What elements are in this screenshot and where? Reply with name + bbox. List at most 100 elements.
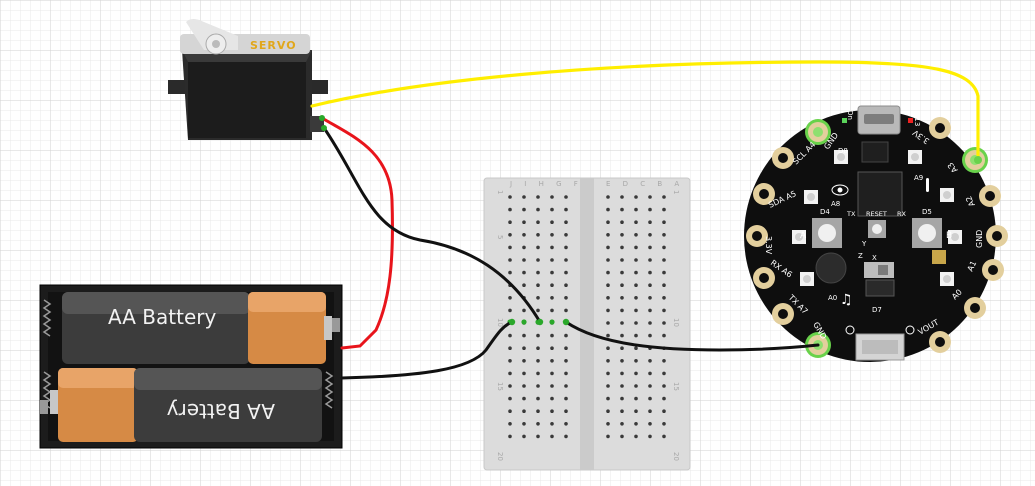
bb-hole-connected xyxy=(549,319,555,325)
row-number-5: 5 xyxy=(496,235,504,239)
bb-hole xyxy=(620,371,624,376)
x-axis-label: X xyxy=(872,254,877,262)
bb-hole xyxy=(606,396,610,401)
breadboard-right-columns: E D C B A xyxy=(606,180,684,188)
bb-hole xyxy=(564,296,568,300)
bb-hole xyxy=(508,371,512,376)
bb-hole xyxy=(620,283,624,288)
bb-hole xyxy=(564,333,568,338)
bb-hole xyxy=(536,233,540,237)
bb-hole xyxy=(662,333,666,338)
bb-hole xyxy=(536,409,540,414)
breadboard-row-numbers: 1 5 10 15 20 1 10 15 20 xyxy=(496,190,680,461)
bb-hole xyxy=(522,434,526,439)
circuit-playground-board[interactable]: GND SCL A4 SDA A5 3.3V RX A6 TX A7 GND V… xyxy=(744,105,1008,362)
bb-hole xyxy=(564,195,568,199)
bb-hole xyxy=(508,220,512,224)
bb-hole xyxy=(634,296,638,300)
power-wire[interactable] xyxy=(320,116,394,350)
bb-hole xyxy=(508,296,512,300)
bb-hole xyxy=(508,384,512,388)
bb-hole-connected xyxy=(521,319,527,325)
bb-hole xyxy=(606,359,610,363)
bb-hole xyxy=(662,359,666,363)
bb-hole xyxy=(508,233,512,237)
neopixels xyxy=(792,150,962,286)
bb-hole xyxy=(662,220,666,224)
bb-hole xyxy=(648,207,652,212)
bb-hole xyxy=(522,422,526,426)
bb-hole xyxy=(564,422,568,426)
bb-hole xyxy=(564,258,568,262)
bb-hole xyxy=(662,434,666,439)
wires xyxy=(310,60,982,380)
ground-wire-battery[interactable] xyxy=(340,320,514,380)
bb-hole xyxy=(648,321,652,325)
bb-hole xyxy=(662,371,666,376)
bb-hole xyxy=(550,409,554,414)
row-number-1: 1 xyxy=(496,190,504,194)
bb-hole xyxy=(564,270,568,275)
bb-hole xyxy=(606,270,610,275)
breadboard[interactable]: 1 5 10 15 20 1 10 15 20 J I H G F E D C … xyxy=(483,177,691,471)
bb-hole xyxy=(606,422,610,426)
reset-label: RESET xyxy=(866,210,887,218)
tx-label: TX xyxy=(846,210,856,218)
pad-label-a1: A1 xyxy=(966,259,979,272)
bb-hole xyxy=(536,333,540,338)
a8-label: A8 xyxy=(831,200,840,208)
bb-hole xyxy=(522,371,526,376)
ground-wire-board[interactable] xyxy=(564,320,820,352)
bb-hole xyxy=(634,333,638,338)
bb-hole xyxy=(620,308,624,313)
bb-hole xyxy=(648,308,652,313)
bb-hole xyxy=(620,422,624,426)
z-axis-label: Z xyxy=(858,252,863,260)
bb-hole xyxy=(536,434,540,439)
bb-hole xyxy=(550,422,554,426)
microphone xyxy=(932,250,946,264)
bb-hole xyxy=(564,346,568,351)
bb-hole xyxy=(522,207,526,212)
bb-hole xyxy=(634,233,638,237)
battery-top-label: AA Battery xyxy=(108,305,216,329)
bb-hole xyxy=(550,270,554,275)
bb-hole xyxy=(522,308,526,313)
bb-hole xyxy=(508,396,512,401)
music-note-icon: ♫ xyxy=(840,292,853,308)
bb-hole xyxy=(550,220,554,224)
bb-hole xyxy=(634,321,638,325)
bb-hole xyxy=(634,371,638,376)
bb-hole xyxy=(550,396,554,401)
bb-hole xyxy=(648,258,652,262)
row-number-1-right: 1 xyxy=(672,190,680,194)
bb-hole xyxy=(620,220,624,224)
bb-hole xyxy=(634,195,638,199)
signal-wire[interactable] xyxy=(310,60,980,162)
bb-hole xyxy=(522,346,526,351)
bb-hole xyxy=(662,270,666,275)
bb-hole xyxy=(634,220,638,224)
bb-hole xyxy=(606,346,610,351)
bb-hole xyxy=(564,283,568,288)
bb-hole xyxy=(662,233,666,237)
pad-label-3v-left: 3.3V xyxy=(764,236,773,255)
bb-hole xyxy=(634,245,638,250)
bb-hole xyxy=(550,296,554,300)
bb-hole xyxy=(522,409,526,414)
y-axis-label: Y xyxy=(861,240,867,248)
bb-hole xyxy=(522,333,526,338)
bb-hole xyxy=(550,333,554,338)
speaker xyxy=(815,252,847,284)
bb-hole xyxy=(508,434,512,439)
bb-hole xyxy=(620,245,624,250)
breadboard-holes xyxy=(508,195,666,439)
bb-hole xyxy=(634,207,638,212)
bb-hole xyxy=(620,195,624,199)
servo-motor[interactable]: SERVO xyxy=(168,19,328,140)
ground-wire-servo[interactable] xyxy=(322,126,542,324)
bb-hole xyxy=(536,296,540,300)
bb-hole xyxy=(536,422,540,426)
battery-pack[interactable]: AA Battery AA Battery xyxy=(39,284,343,449)
bb-hole xyxy=(550,233,554,237)
